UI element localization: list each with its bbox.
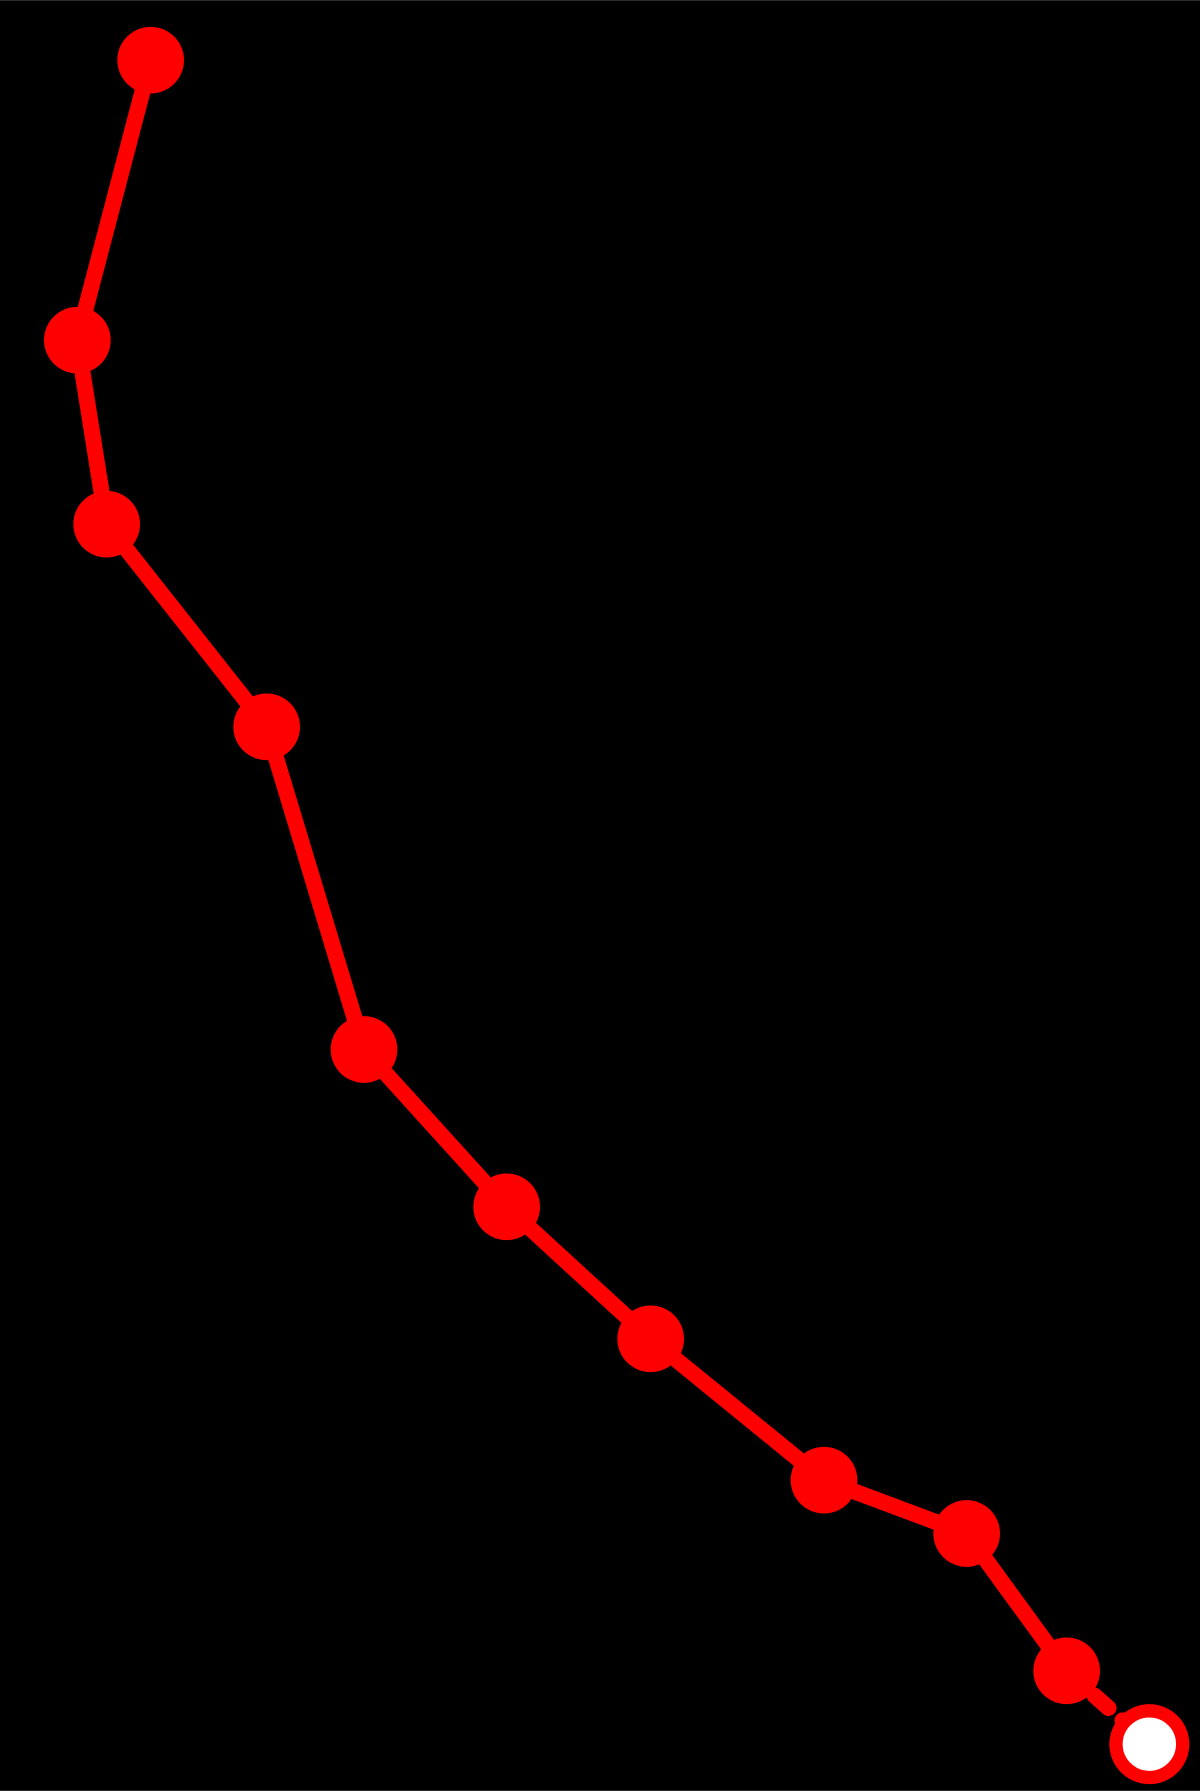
route-diagram <box>0 0 1200 1791</box>
station-node <box>617 1306 684 1373</box>
station-node <box>1033 1638 1100 1705</box>
background <box>0 0 1200 1791</box>
station-node <box>473 1174 540 1241</box>
station-node <box>933 1500 1000 1567</box>
station-node <box>44 307 111 374</box>
station-node <box>73 491 140 558</box>
station-node <box>331 1016 398 1083</box>
station-node <box>233 694 300 761</box>
station-node <box>791 1447 858 1514</box>
station-terminal <box>1116 1711 1183 1778</box>
station-node <box>117 27 184 94</box>
